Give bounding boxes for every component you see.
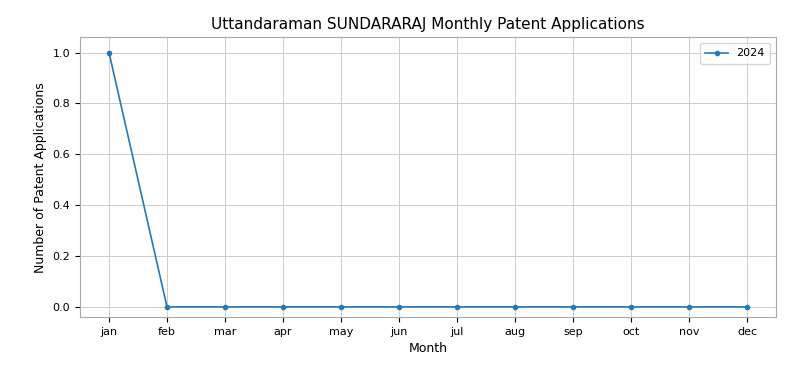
2024 [336,305,346,309]
2024 [394,305,404,309]
2024 [104,50,114,55]
Title: Uttandaraman SUNDARARAJ Monthly Patent Applications: Uttandaraman SUNDARARAJ Monthly Patent A… [211,17,645,32]
2024 [626,305,636,309]
2024 [278,305,288,309]
2024 [568,305,578,309]
2024 [220,305,230,309]
2024 [510,305,520,309]
2024 [742,305,752,309]
2024 [162,305,172,309]
2024 [452,305,462,309]
2024 [684,305,694,309]
Y-axis label: Number of Patent Applications: Number of Patent Applications [34,82,47,273]
X-axis label: Month: Month [409,342,447,355]
Line: 2024: 2024 [107,50,749,309]
Legend: 2024: 2024 [700,43,770,64]
